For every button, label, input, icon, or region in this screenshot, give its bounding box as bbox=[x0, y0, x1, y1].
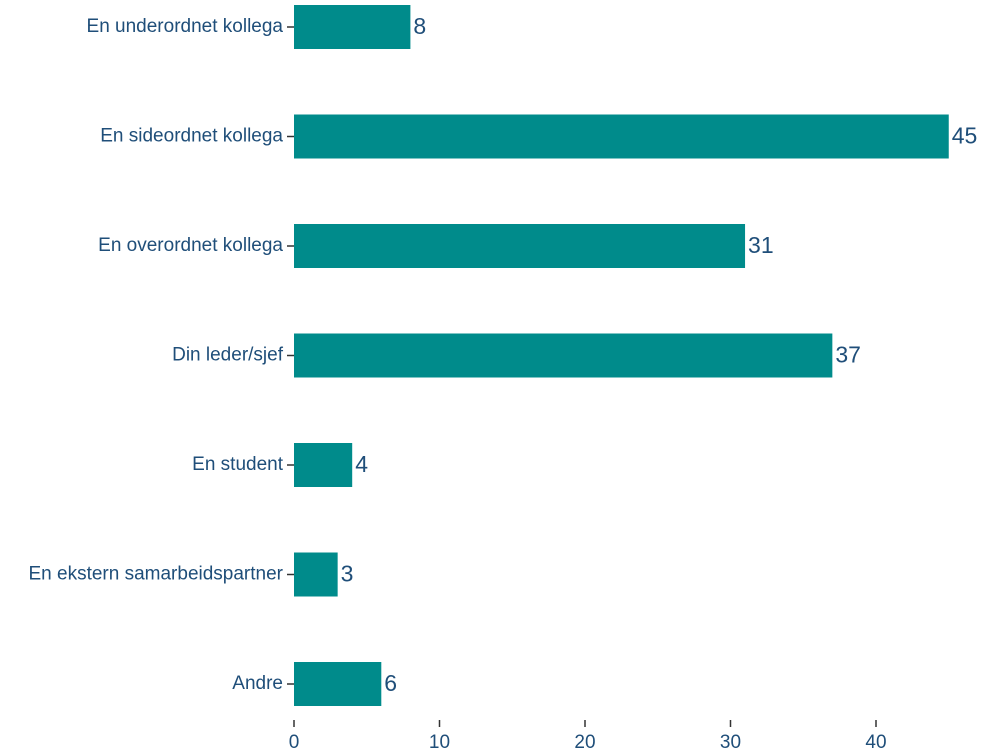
value-label: 31 bbox=[748, 232, 774, 258]
y-tick-label: En student bbox=[192, 454, 284, 475]
y-tick-label: En ekstern samarbeidspartner bbox=[28, 564, 283, 585]
y-tick-label: En overordnet kollega bbox=[98, 235, 283, 256]
x-tick-label: 20 bbox=[574, 732, 595, 753]
value-label: 37 bbox=[835, 342, 861, 368]
value-label: 8 bbox=[413, 13, 426, 39]
value-label: 4 bbox=[355, 451, 368, 477]
bar bbox=[294, 5, 411, 49]
x-tick-label: 30 bbox=[720, 732, 741, 753]
bar bbox=[294, 662, 382, 706]
x-tick-label: 40 bbox=[865, 732, 886, 753]
bar bbox=[294, 224, 746, 268]
bar bbox=[294, 552, 338, 597]
y-tick-label: Andre bbox=[232, 673, 283, 694]
bar bbox=[294, 114, 949, 159]
value-label: 3 bbox=[341, 561, 354, 587]
bar bbox=[294, 333, 833, 378]
value-label: 6 bbox=[384, 670, 397, 696]
value-label: 45 bbox=[952, 123, 978, 149]
bar bbox=[294, 443, 353, 487]
y-tick-label: Din leder/sjef bbox=[172, 345, 284, 366]
x-tick-label: 0 bbox=[289, 732, 300, 753]
x-tick-label: 10 bbox=[429, 732, 450, 753]
y-tick-label: En underordnet kollega bbox=[87, 16, 284, 37]
y-tick-label: En sideordnet kollega bbox=[100, 126, 283, 147]
